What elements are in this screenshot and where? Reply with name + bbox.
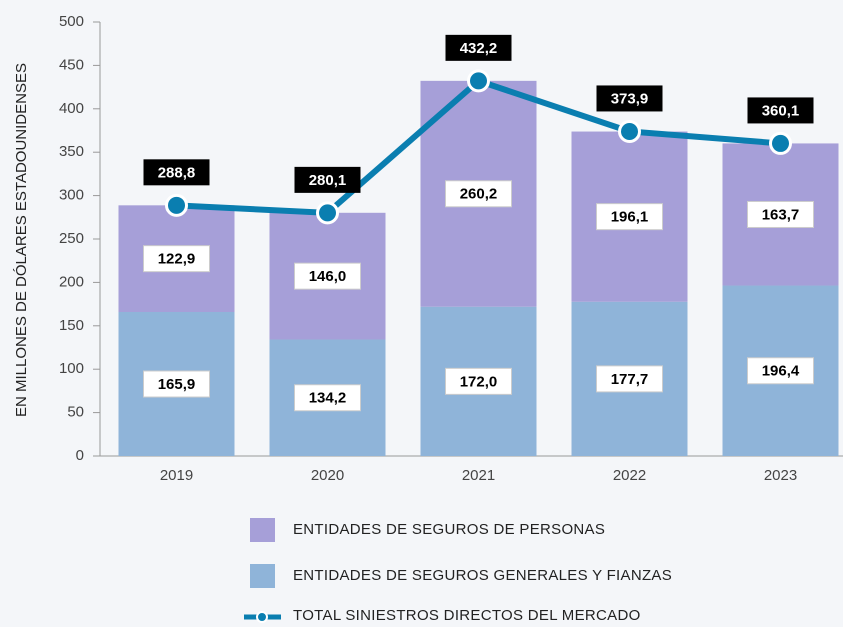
value-label-box: [294, 262, 361, 290]
value-label: 177,7: [611, 371, 649, 388]
value-label: 288,8: [158, 164, 196, 181]
line-point: [618, 119, 641, 143]
value-label-box: [596, 203, 663, 231]
y-tick-label: 50: [67, 404, 84, 421]
line-point: [467, 69, 490, 93]
y-tick-label: 0: [76, 447, 84, 464]
value-label: 360,1: [762, 102, 800, 119]
value-label-box: [747, 357, 814, 385]
legend-label: ENTIDADES DE SEGUROS GENERALES Y FIANZAS: [293, 567, 672, 584]
value-label-box: [294, 384, 361, 412]
y-tick-label: 100: [59, 360, 84, 377]
y-tick-label: 200: [59, 273, 84, 290]
value-label-box: [143, 159, 210, 186]
value-label: 373,9: [611, 90, 649, 107]
legend-label: ENTIDADES DE SEGUROS DE PERSONAS: [293, 521, 605, 538]
value-label-box: [747, 200, 814, 228]
line-point: [769, 131, 792, 155]
y-axis-label: EN MILLONES DE DÓLARES ESTADOUNIDENSES: [13, 63, 30, 417]
value-label-box: [143, 245, 210, 273]
value-label: 260,2: [460, 186, 498, 203]
value-label: 146,0: [309, 268, 347, 285]
line-point: [165, 193, 188, 217]
value-label-box: [445, 34, 512, 61]
legend-swatch: [250, 518, 275, 542]
x-tick-label: 2022: [613, 467, 646, 484]
value-label: 134,2: [309, 390, 347, 407]
value-label: 432,2: [460, 40, 498, 57]
legend-label: TOTAL SINIESTROS DIRECTOS DEL MERCADO: [293, 607, 641, 624]
value-label-box: [445, 180, 512, 208]
legend-marker: [256, 611, 268, 623]
value-label-box: [294, 166, 361, 193]
y-tick-label: 400: [59, 100, 84, 117]
value-label: 165,9: [158, 376, 196, 393]
x-tick-label: 2023: [764, 467, 797, 484]
legend-swatch: [250, 564, 275, 588]
y-tick-label: 350: [59, 143, 84, 160]
y-tick-label: 250: [59, 230, 84, 247]
y-tick-label: 450: [59, 56, 84, 73]
value-label-box: [143, 370, 210, 398]
line-point: [316, 201, 339, 225]
y-tick-label: 150: [59, 317, 84, 334]
value-label: 172,0: [460, 373, 498, 390]
value-label-box: [596, 365, 663, 393]
x-tick-label: 2020: [311, 467, 344, 484]
value-label-box: [747, 97, 814, 124]
value-label: 163,7: [762, 206, 800, 223]
value-label: 122,9: [158, 251, 196, 268]
x-tick-label: 2021: [462, 467, 495, 484]
value-label: 196,1: [611, 209, 649, 226]
value-label-box: [445, 367, 512, 395]
y-tick-label: 500: [59, 13, 84, 30]
value-label-box: [596, 85, 663, 112]
value-label: 196,4: [762, 363, 800, 380]
value-label: 280,1: [309, 172, 347, 189]
y-tick-label: 300: [59, 187, 84, 204]
x-tick-label: 2019: [160, 467, 193, 484]
